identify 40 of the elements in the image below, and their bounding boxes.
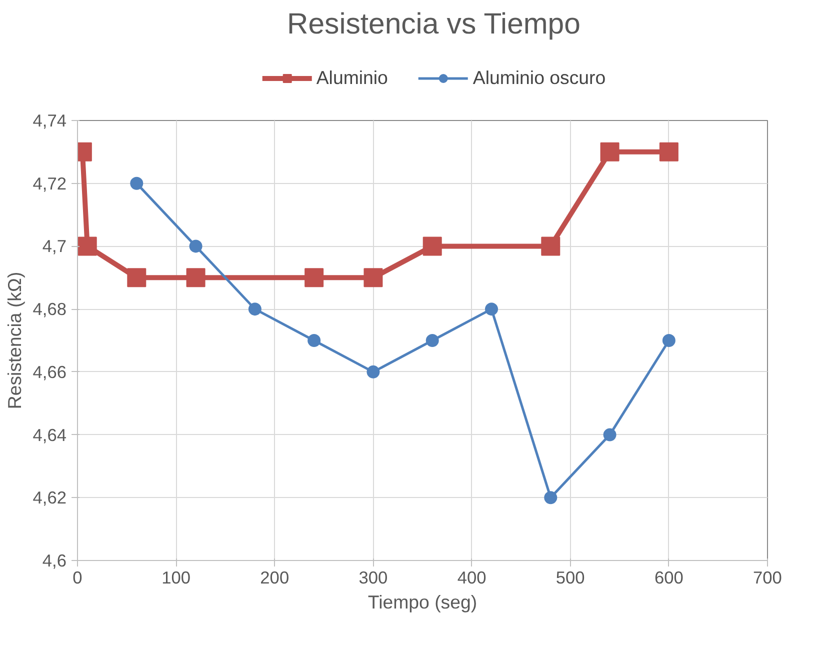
point bbox=[248, 302, 262, 316]
y-tick-label: 4,74 bbox=[32, 110, 67, 130]
point bbox=[422, 236, 442, 256]
point bbox=[364, 268, 383, 288]
x-tick-label: 0 bbox=[72, 568, 82, 588]
y-tick-label: 4,66 bbox=[32, 362, 67, 382]
y-tick-label: 4,72 bbox=[32, 173, 67, 194]
point bbox=[541, 236, 560, 256]
x-tick-label: 700 bbox=[753, 568, 782, 588]
point bbox=[130, 176, 144, 190]
chart-title: Resistencia vs Tiempo bbox=[287, 8, 580, 40]
x-tick-label: 300 bbox=[358, 568, 388, 588]
point bbox=[78, 236, 97, 256]
y-tick-label: 4,7 bbox=[42, 236, 67, 256]
x-tick-label: 600 bbox=[654, 568, 684, 588]
point bbox=[308, 334, 321, 347]
y-tick-label: 4,6 bbox=[42, 550, 67, 570]
y-tick-label: 4,62 bbox=[32, 488, 67, 508]
point bbox=[426, 334, 439, 347]
y-tick-label: 4,64 bbox=[32, 424, 67, 445]
point bbox=[659, 142, 678, 162]
y-tick-label: 4,68 bbox=[32, 299, 67, 320]
point bbox=[127, 268, 146, 288]
legend-label: Aluminio bbox=[316, 66, 388, 88]
x-axis-title: Tiempo (seg) bbox=[368, 592, 478, 612]
x-tick-label: 500 bbox=[556, 568, 585, 588]
point bbox=[600, 142, 620, 162]
x-tick-label: 100 bbox=[162, 568, 191, 588]
point bbox=[485, 302, 498, 316]
point bbox=[662, 334, 676, 347]
point bbox=[186, 268, 206, 288]
point bbox=[544, 491, 558, 504]
point bbox=[189, 240, 202, 253]
x-tick-label: 200 bbox=[260, 568, 290, 588]
y-axis-title: Resistencia (kΩ) bbox=[4, 272, 25, 410]
x-tick-label: 400 bbox=[457, 568, 486, 588]
point bbox=[366, 365, 380, 378]
point bbox=[304, 268, 324, 288]
point bbox=[603, 428, 616, 442]
legend-label: Aluminio oscuro bbox=[472, 66, 606, 88]
